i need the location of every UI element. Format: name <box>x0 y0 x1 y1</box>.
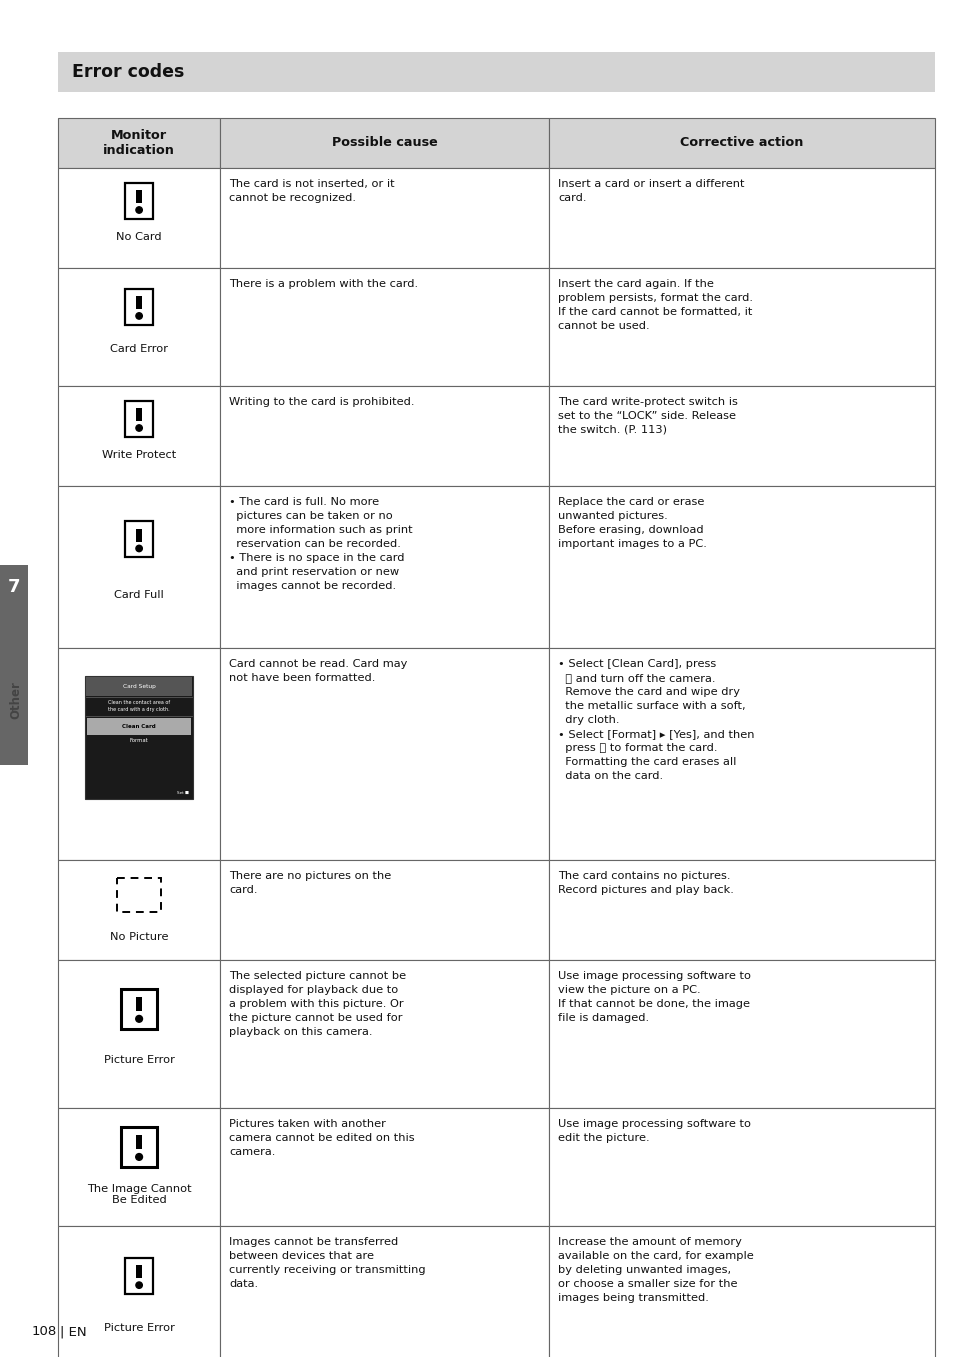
Text: Card Error: Card Error <box>110 343 168 354</box>
Text: Insert the card again. If the
problem persists, format the card.
If the card can: Insert the card again. If the problem pe… <box>558 280 752 331</box>
Bar <box>136 529 142 541</box>
Bar <box>135 1134 142 1149</box>
Text: • Select [Clean Card], press
  ⒪ and turn off the camera.
  Remove the card and : • Select [Clean Card], press ⒪ and turn … <box>558 660 754 782</box>
Bar <box>87 718 191 735</box>
Bar <box>549 486 934 649</box>
Bar <box>58 860 220 959</box>
Text: Picture Error: Picture Error <box>104 1323 174 1334</box>
Bar <box>136 1265 142 1278</box>
Text: • The card is full. No more
  pictures can be taken or no
  more information suc: • The card is full. No more pictures can… <box>229 497 413 592</box>
Bar <box>220 1109 549 1225</box>
Bar <box>117 878 161 912</box>
Circle shape <box>135 1282 142 1288</box>
Bar <box>58 267 220 385</box>
Bar <box>220 486 549 649</box>
Bar <box>135 997 142 1011</box>
Bar <box>121 989 157 1029</box>
Bar <box>58 385 220 486</box>
Circle shape <box>135 206 142 213</box>
Bar <box>549 118 934 168</box>
Bar <box>125 521 153 558</box>
Text: Clean the contact area of: Clean the contact area of <box>108 700 170 704</box>
Text: 108: 108 <box>32 1324 57 1338</box>
Text: Set ■: Set ■ <box>177 791 189 794</box>
Text: There is a problem with the card.: There is a problem with the card. <box>229 280 418 289</box>
Bar <box>58 52 934 92</box>
Bar <box>549 649 934 860</box>
Bar <box>549 385 934 486</box>
Text: the card with a dry cloth.: the card with a dry cloth. <box>109 707 170 711</box>
Text: The card contains no pictures.
Record pictures and play back.: The card contains no pictures. Record pi… <box>558 871 733 896</box>
Bar <box>220 385 549 486</box>
Bar <box>125 402 153 437</box>
Bar <box>549 267 934 385</box>
Text: Clean Card: Clean Card <box>122 723 156 729</box>
Bar <box>220 168 549 267</box>
Text: The selected picture cannot be
displayed for playback due to
a problem with this: The selected picture cannot be displayed… <box>229 972 406 1037</box>
Text: 7: 7 <box>8 578 20 596</box>
Circle shape <box>135 1015 142 1022</box>
Bar <box>220 1225 549 1357</box>
Text: Use image processing software to
edit the picture.: Use image processing software to edit th… <box>558 1120 750 1143</box>
Bar <box>220 860 549 959</box>
Bar <box>58 1109 220 1225</box>
Bar <box>0 565 28 765</box>
Bar <box>549 1225 934 1357</box>
Bar <box>58 168 220 267</box>
Text: Error codes: Error codes <box>71 62 184 81</box>
Text: Corrective action: Corrective action <box>679 137 803 149</box>
Text: There are no pictures on the
card.: There are no pictures on the card. <box>229 871 391 896</box>
Bar <box>125 289 153 324</box>
Bar <box>121 1126 157 1167</box>
Text: Replace the card or erase
unwanted pictures.
Before erasing, download
important : Replace the card or erase unwanted pictu… <box>558 497 706 550</box>
Bar <box>549 959 934 1109</box>
Circle shape <box>135 546 142 552</box>
Text: Card Setup: Card Setup <box>123 684 155 688</box>
Text: Other: Other <box>10 681 23 719</box>
Text: Pictures taken with another
camera cannot be edited on this
camera.: Pictures taken with another camera canno… <box>229 1120 415 1158</box>
Text: The card is not inserted, or it
cannot be recognized.: The card is not inserted, or it cannot b… <box>229 179 395 204</box>
Text: Use image processing software to
view the picture on a PC.
If that cannot be don: Use image processing software to view th… <box>558 972 750 1023</box>
Bar <box>220 118 549 168</box>
Bar <box>58 649 220 860</box>
Text: Picture Error: Picture Error <box>104 1054 174 1065</box>
Text: Writing to the card is prohibited.: Writing to the card is prohibited. <box>229 398 415 407</box>
Text: Images cannot be transferred
between devices that are
currently receiving or tra: Images cannot be transferred between dev… <box>229 1238 425 1289</box>
Text: Monitor
indication: Monitor indication <box>103 129 175 157</box>
Circle shape <box>135 1153 142 1160</box>
Bar <box>136 408 142 421</box>
Text: Format: Format <box>130 738 149 742</box>
Bar <box>58 959 220 1109</box>
Bar <box>58 486 220 649</box>
Text: | EN: | EN <box>60 1324 87 1338</box>
Bar <box>86 677 192 696</box>
Text: Possible cause: Possible cause <box>332 137 437 149</box>
Bar <box>220 649 549 860</box>
Bar <box>58 1225 220 1357</box>
Bar <box>549 1109 934 1225</box>
Text: Write Protect: Write Protect <box>102 451 176 460</box>
Text: Increase the amount of memory
available on the card, for example
by deleting unw: Increase the amount of memory available … <box>558 1238 753 1303</box>
Bar <box>125 183 153 218</box>
Text: The Image Cannot
Be Edited: The Image Cannot Be Edited <box>87 1183 192 1205</box>
Text: The card write-protect switch is
set to the “LOCK” side. Release
the switch. (P.: The card write-protect switch is set to … <box>558 398 738 436</box>
Bar <box>125 1258 153 1295</box>
Circle shape <box>135 312 142 319</box>
Text: Card cannot be read. Card may
not have been formatted.: Card cannot be read. Card may not have b… <box>229 660 407 683</box>
Bar <box>58 118 220 168</box>
Bar <box>85 676 193 798</box>
Bar <box>136 296 142 309</box>
Bar <box>220 267 549 385</box>
Bar <box>549 168 934 267</box>
Bar <box>136 190 142 204</box>
Circle shape <box>135 425 142 432</box>
Text: No Picture: No Picture <box>110 932 168 942</box>
Text: No Card: No Card <box>116 232 162 242</box>
Bar <box>549 860 934 959</box>
Text: Insert a card or insert a different
card.: Insert a card or insert a different card… <box>558 179 744 204</box>
Bar <box>220 959 549 1109</box>
Text: Card Full: Card Full <box>114 590 164 600</box>
